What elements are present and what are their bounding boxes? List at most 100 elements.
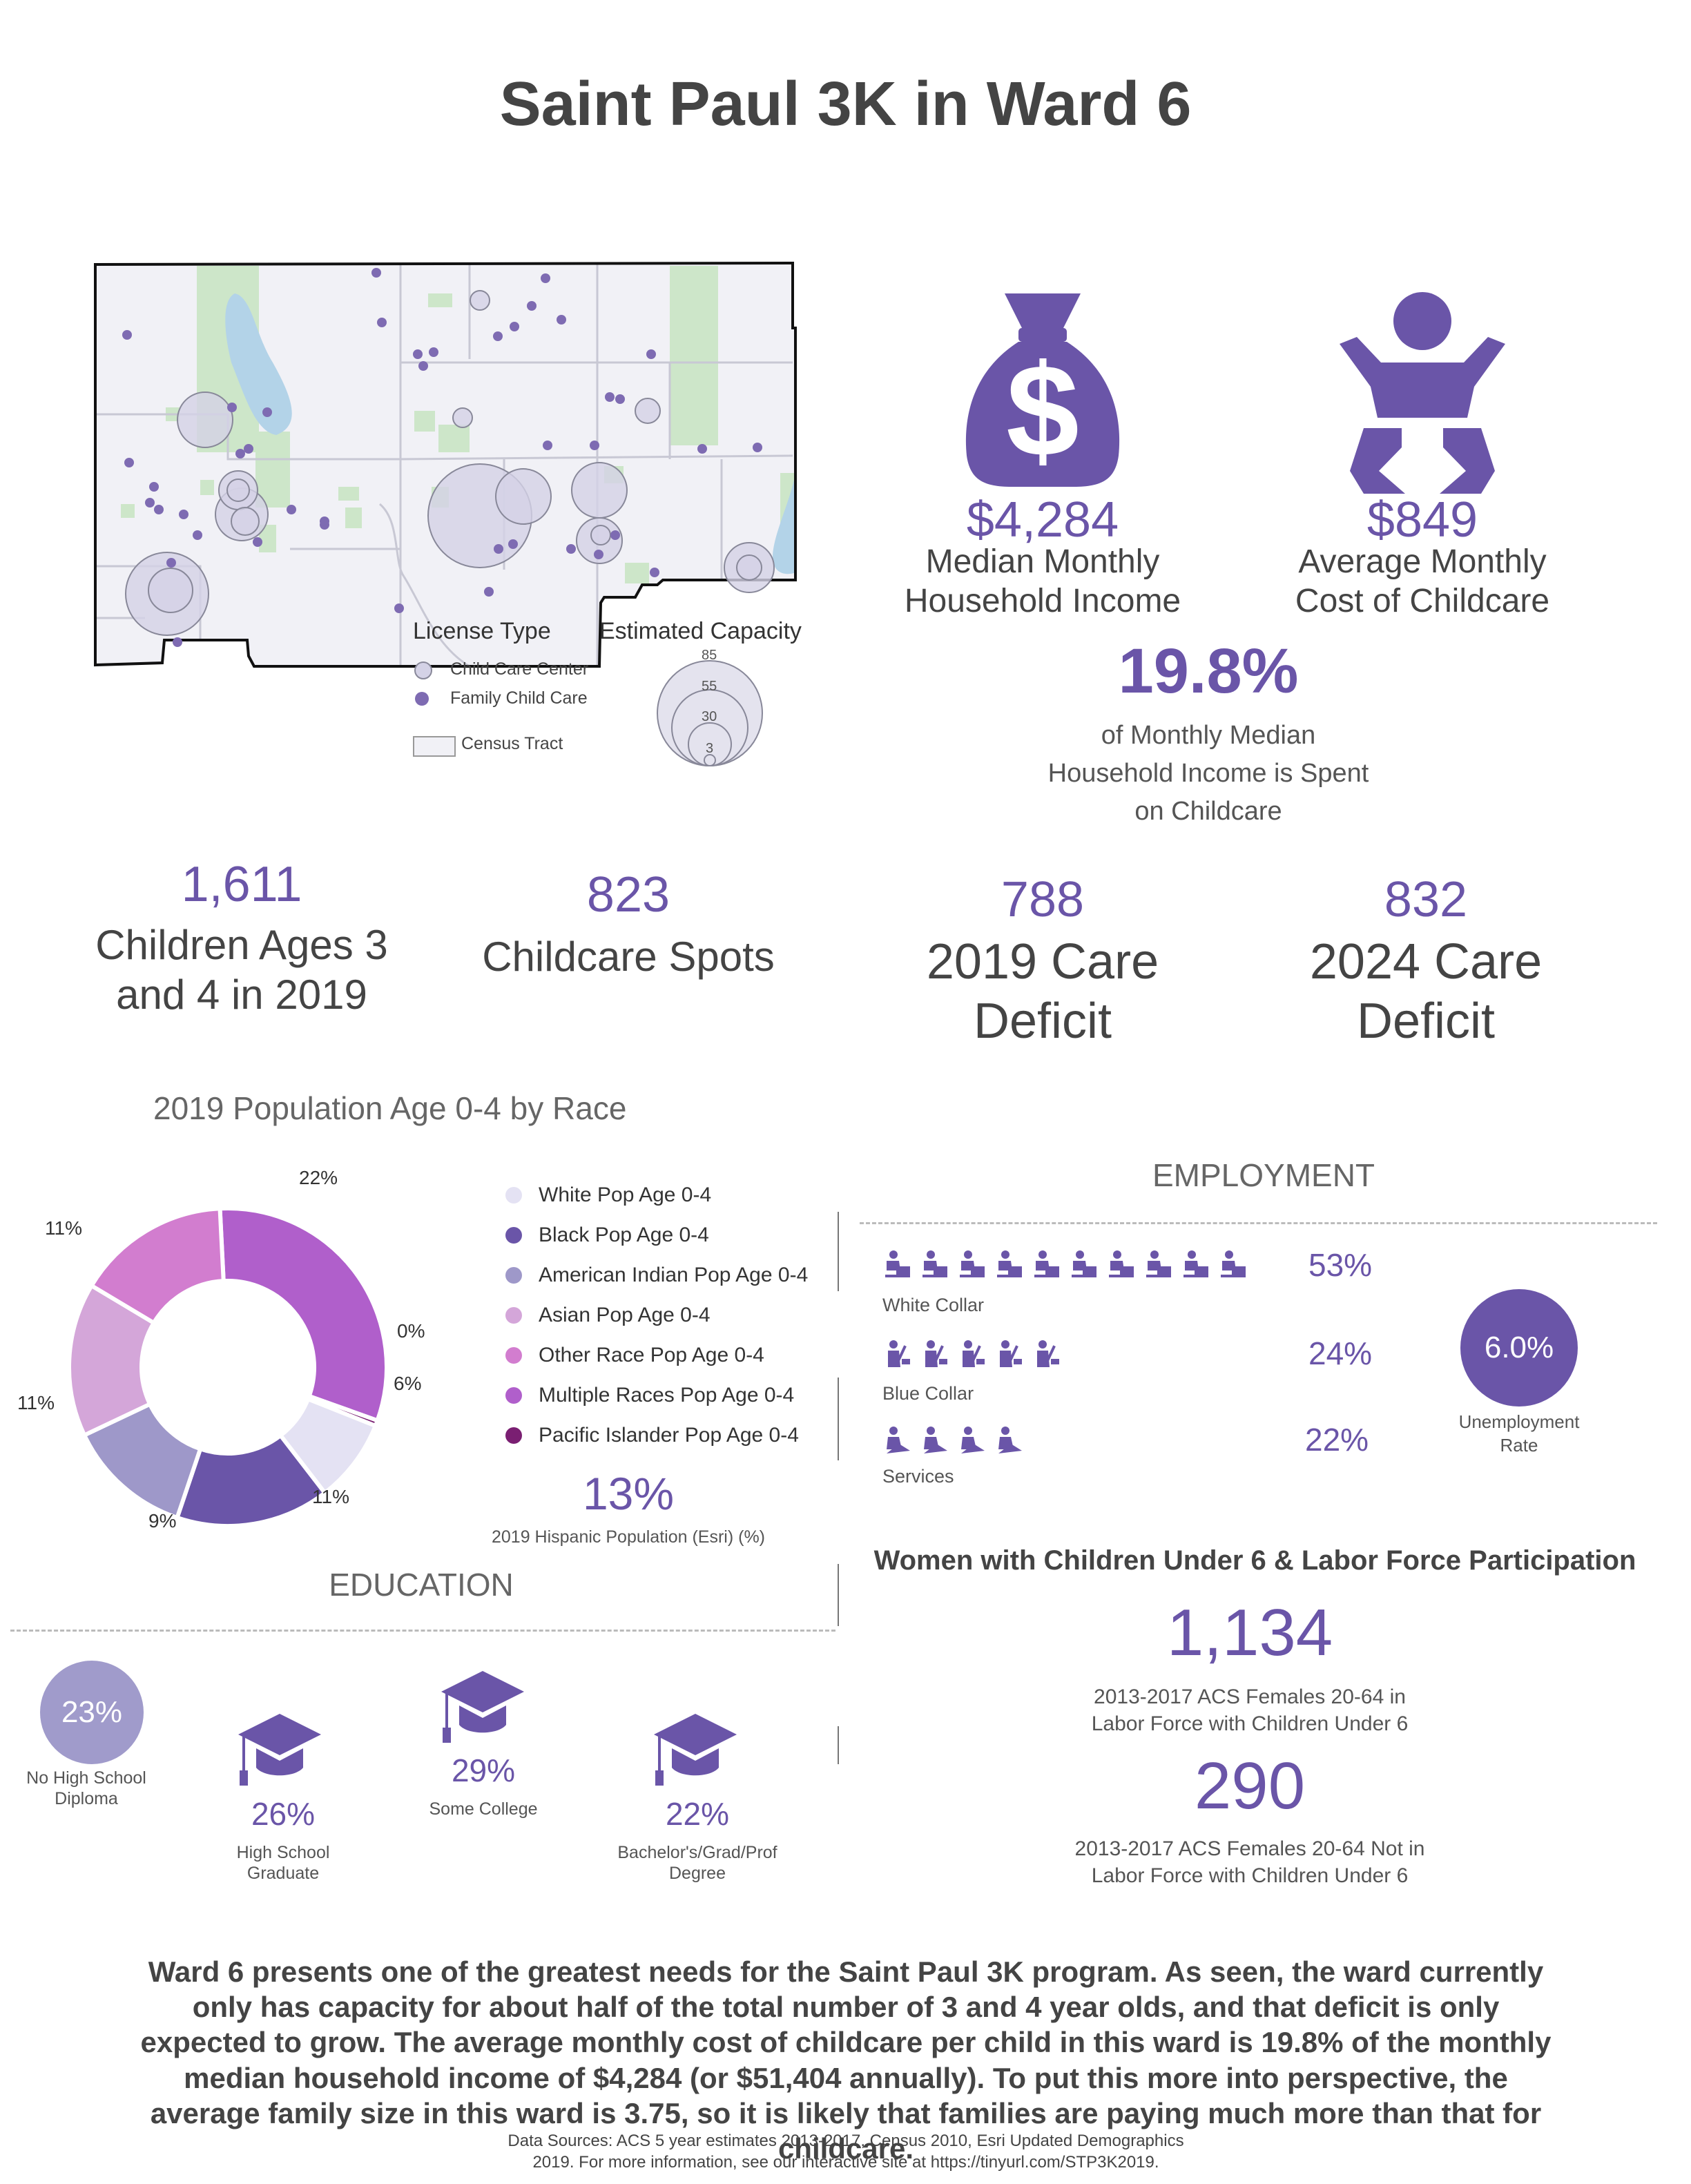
capacity-3-label: 3 <box>706 741 714 756</box>
graduation-cap-icon <box>238 1714 321 1786</box>
childcare-cost-value: $849 <box>1366 492 1478 548</box>
women-out-label-2: Labor Force with Children Under 6 <box>1091 1864 1409 1887</box>
deficit-2024-value: 832 <box>1384 872 1468 927</box>
women-labor-title: Women with Children Under 6 & Labor Forc… <box>873 1545 1636 1576</box>
children-count-line-1: Children Ages 3 <box>95 922 388 968</box>
deficit-2019-line-1: 2019 Care <box>926 934 1159 989</box>
race-donut-chart[interactable] <box>55 1195 400 1540</box>
water-bodies <box>225 293 794 574</box>
high-school-pct: 26% <box>251 1796 316 1832</box>
office-worker-icon <box>1221 1250 1246 1277</box>
office-worker-icon <box>1183 1250 1208 1277</box>
no-hs-label-2: Diploma <box>55 1789 118 1808</box>
vertical-divider-3 <box>838 1564 839 1626</box>
ward-map[interactable] <box>90 259 822 673</box>
income-label-2: Household Income <box>904 583 1181 619</box>
page-title: Saint Paul 3K in Ward 6 <box>499 70 1192 139</box>
income-label-1: Median Monthly <box>925 543 1160 580</box>
income-share-text: of Monthly Median Household Income is Sp… <box>967 717 1450 831</box>
hispanic-value: 13% <box>582 1468 675 1519</box>
laborer-icon <box>963 1340 985 1367</box>
donut-slice-other[interactable] <box>88 1206 226 1326</box>
services-pct: 22% <box>1305 1422 1369 1458</box>
legend-multiple: Multiple Races Pop Age 0-4 <box>505 1375 808 1415</box>
service-worker-icon <box>924 1427 947 1453</box>
legend-swatch <box>505 1227 522 1244</box>
office-worker-icon <box>1146 1250 1171 1277</box>
legend-white: White Pop Age 0-4 <box>505 1175 808 1215</box>
childcare-cost-label-1: Average Monthly <box>1298 543 1547 580</box>
office-worker-icon <box>960 1250 985 1277</box>
legend-label: Other Race Pop Age 0-4 <box>539 1344 764 1366</box>
office-worker-icon <box>997 1250 1022 1277</box>
donut-slice-multiple[interactable] <box>218 1206 389 1424</box>
capacity-55-label: 55 <box>702 679 717 694</box>
deficit-2024-line-2: Deficit <box>1356 994 1496 1050</box>
sources-line-2: 2019. For more information, see our inte… <box>532 2153 1159 2172</box>
summary-paragraph: Ward 6 presents one of the greatest need… <box>140 1955 1552 2165</box>
no-high-school-value: 23% <box>61 1695 123 1729</box>
money-bag-icon: $ <box>965 293 1120 487</box>
income-share-value: 19.8% <box>1118 636 1299 706</box>
deficit-2024-line-1: 2024 Care <box>1309 934 1543 989</box>
no-high-school-label: No High School Diploma <box>0 1768 176 1809</box>
pie-label-pacific: 0% <box>397 1320 425 1342</box>
blue-collar-label: Blue Collar <box>882 1383 974 1404</box>
bachelors-label-1: Bachelor's/Grad/Prof <box>617 1843 777 1862</box>
children-count-label: Children Ages 3 and 4 in 2019 <box>55 920 428 1020</box>
family-child-care-sites <box>122 268 762 647</box>
childcare-spots-label: Childcare Spots <box>482 934 775 980</box>
unemployment-label-2: Rate <box>1500 1434 1538 1456</box>
no-high-school-badge: 23% <box>40 1661 144 1764</box>
tract-legend-label: Census Tract <box>461 734 563 753</box>
white-collar-pct: 53% <box>1308 1247 1373 1283</box>
some-college-label: Some College <box>429 1799 538 1819</box>
women-out-label-1: 2013-2017 ACS Females 20-64 Not in <box>1074 1837 1425 1860</box>
women-not-in-labor-value: 290 <box>1194 1749 1306 1823</box>
pie-label-asian: 11% <box>17 1392 55 1413</box>
pie-label-black: 11% <box>312 1486 349 1507</box>
service-worker-icon <box>961 1427 985 1453</box>
vertical-divider-2 <box>838 1378 839 1460</box>
capacity-legend-circles <box>657 660 763 766</box>
ward-boundary <box>94 261 797 668</box>
legend-swatch <box>505 1427 522 1444</box>
legend-swatch <box>505 1347 522 1364</box>
legend-american-indian: American Indian Pop Age 0-4 <box>505 1255 808 1295</box>
blue-collar-icons <box>884 1340 1070 1367</box>
laborer-icon <box>888 1340 910 1367</box>
graduation-cap-icon <box>654 1714 737 1786</box>
childcare-spots-value: 823 <box>586 867 670 922</box>
some-college-pct: 29% <box>451 1752 516 1788</box>
legend-asian: Asian Pop Age 0-4 <box>505 1295 808 1335</box>
legend-other: Other Race Pop Age 0-4 <box>505 1335 808 1375</box>
unemployment-value: 6.0% <box>1484 1331 1554 1364</box>
center-legend-swatch <box>414 661 432 679</box>
laborer-icon <box>925 1340 947 1367</box>
legend-pacific: Pacific Islander Pop Age 0-4 <box>505 1415 808 1456</box>
bachelors-pct: 22% <box>665 1796 730 1832</box>
office-worker-icon <box>1034 1250 1059 1277</box>
income-share-line-3: on Childcare <box>1134 797 1282 827</box>
capacity-30-label: 30 <box>702 709 717 724</box>
unemployment-label-1: Unemployment <box>1458 1411 1580 1432</box>
sources-line-1: Data Sources: ACS 5 year estimates 2013-… <box>508 2132 1184 2150</box>
svg-text:$: $ <box>1006 338 1079 484</box>
legend-swatch <box>505 1307 522 1324</box>
vertical-divider-4 <box>838 1726 839 1764</box>
children-count-line-2: and 4 in 2019 <box>116 972 367 1018</box>
census-tract-lines <box>95 264 793 668</box>
high-school-label: High School Graduate <box>193 1842 373 1884</box>
capacity-85-label: 85 <box>702 648 717 663</box>
women-not-in-labor-label: 2013-2017 ACS Females 20-64 Not in Labor… <box>1008 1835 1491 1889</box>
bachelors-label-2: Degree <box>669 1864 726 1883</box>
office-worker-icon <box>885 1250 910 1277</box>
legend-label: American Indian Pop Age 0-4 <box>539 1264 809 1286</box>
women-in-labor-label: 2013-2017 ACS Females 20-64 in Labor For… <box>1008 1683 1491 1737</box>
legend-swatch <box>505 1187 522 1204</box>
white-collar-icons <box>884 1250 1257 1277</box>
license-type-title: License Type <box>413 618 551 644</box>
service-worker-icon <box>887 1427 910 1453</box>
deficit-2024-label: 2024 Care Deficit <box>1246 932 1605 1052</box>
legend-label: Pacific Islander Pop Age 0-4 <box>539 1424 799 1447</box>
